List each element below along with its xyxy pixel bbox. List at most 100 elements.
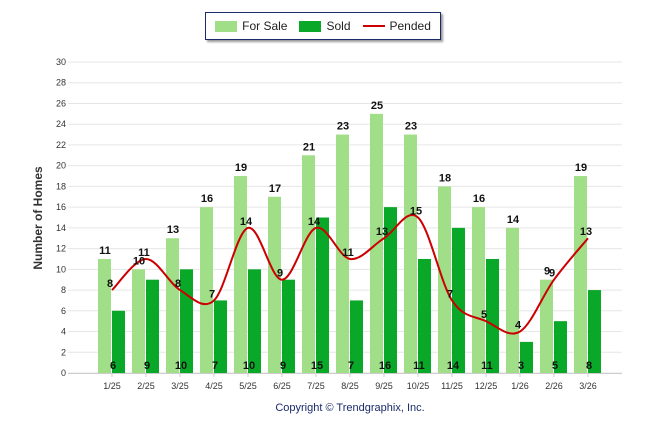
data-label-sold: 9 (280, 360, 286, 372)
bar-sold (180, 269, 193, 373)
x-tick-label: 11/25 (441, 381, 463, 391)
data-label-for-sale: 13 (167, 224, 179, 236)
legend-item-sold[interactable]: Sold (299, 19, 351, 33)
data-label-pended: 14 (308, 216, 321, 228)
legend: For Sale Sold Pended (205, 12, 441, 40)
bar-sold (248, 269, 261, 373)
bar-sold (554, 321, 567, 373)
data-label-sold: 11 (413, 360, 425, 372)
y-tick-label: 24 (56, 119, 66, 129)
bar-for-sale (472, 207, 485, 373)
legend-item-pended[interactable]: Pended (362, 19, 431, 33)
x-tick-label: 7/25 (307, 381, 325, 391)
bar-sold (452, 227, 465, 373)
legend-swatch-for-sale (215, 20, 238, 32)
bar-for-sale (438, 186, 451, 373)
x-tick-label: 10/25 (407, 381, 430, 391)
data-label-for-sale: 19 (575, 162, 587, 174)
bar-sold (146, 279, 159, 373)
data-label-sold: 7 (348, 360, 354, 372)
x-tick-label: 4/25 (205, 381, 223, 391)
x-tick-label: 9/25 (375, 381, 393, 391)
data-label-for-sale: 23 (337, 121, 349, 133)
bar-for-sale (166, 238, 179, 373)
bar-sold (486, 258, 499, 373)
legend-item-for-sale[interactable]: For Sale (215, 19, 287, 33)
data-label-pended: 9 (277, 268, 283, 280)
data-label-pended: 15 (410, 206, 422, 218)
data-label-pended: 8 (107, 278, 113, 290)
y-axis-title: Number of Homes (31, 166, 45, 270)
data-label-sold: 10 (175, 360, 187, 372)
bar-for-sale (506, 227, 519, 373)
y-tick-label: 0 (61, 368, 66, 378)
data-label-sold: 8 (586, 360, 592, 372)
bar-sold (418, 258, 431, 373)
data-label-for-sale: 16 (473, 193, 485, 205)
data-label-sold: 14 (447, 360, 460, 372)
y-tick-label: 6 (61, 306, 66, 316)
data-label-pended: 11 (138, 247, 150, 259)
x-tick-label: 1/26 (511, 381, 529, 391)
y-tick-label: 8 (61, 285, 66, 295)
data-label-sold: 9 (144, 360, 150, 372)
data-label-pended: 7 (447, 288, 453, 300)
data-label-pended: 7 (209, 288, 215, 300)
x-tick-label: 2/25 (137, 381, 155, 391)
x-tick-label: 12/25 (475, 381, 498, 391)
y-tick-label: 16 (56, 202, 66, 212)
legend-label: For Sale (242, 19, 288, 33)
y-tick-label: 10 (56, 264, 66, 274)
bar-sold (384, 207, 397, 373)
y-tick-label: 28 (56, 78, 66, 88)
data-label-for-sale: 10 (133, 255, 145, 267)
data-label-for-sale: 18 (439, 172, 451, 184)
y-tick-label: 26 (56, 98, 66, 108)
bar-for-sale (98, 258, 111, 373)
bar-for-sale (234, 176, 247, 373)
data-label-pended: 13 (580, 226, 592, 238)
y-tick-label: 30 (56, 57, 66, 67)
y-tick-label: 2 (61, 347, 66, 357)
data-label-for-sale: 25 (371, 100, 383, 112)
x-tick-label: 3/25 (171, 381, 189, 391)
data-label-pended: 8 (175, 278, 181, 290)
legend-swatch-pended (362, 25, 385, 27)
data-label-for-sale: 16 (201, 193, 213, 205)
data-label-pended: 11 (342, 247, 354, 259)
y-tick-label: 18 (56, 181, 66, 191)
data-label-pended: 4 (515, 320, 522, 332)
data-label-sold: 3 (518, 360, 524, 372)
legend-swatch-sold (299, 20, 322, 32)
x-tick-label: 6/25 (273, 381, 291, 391)
bar-for-sale (574, 176, 587, 373)
x-tick-label: 2/26 (545, 381, 563, 391)
bar-sold (214, 300, 227, 373)
bar-for-sale (302, 155, 315, 373)
data-label-sold: 10 (243, 360, 255, 372)
data-label-pended: 13 (376, 226, 388, 238)
legend-label: Sold (326, 19, 351, 33)
data-label-for-sale: 14 (507, 214, 520, 226)
bar-sold (520, 341, 533, 373)
data-label-sold: 6 (110, 360, 116, 372)
data-label-pended: 14 (240, 216, 253, 228)
data-label-for-sale: 19 (235, 162, 247, 174)
data-label-for-sale: 9 (544, 266, 550, 278)
data-label-sold: 16 (379, 360, 391, 372)
bar-sold (112, 310, 125, 373)
data-label-sold: 11 (481, 360, 493, 372)
copyright: Copyright © Trendgraphix, Inc. (275, 402, 425, 414)
data-label-for-sale: 17 (269, 183, 281, 195)
bar-for-sale (132, 269, 145, 373)
line-pended (111, 214, 589, 335)
legend-label: Pended (389, 19, 431, 33)
y-tick-label: 20 (56, 161, 66, 171)
x-tick-label: 1/25 (103, 381, 121, 391)
y-tick-label: 22 (56, 140, 66, 150)
y-tick-label: 14 (56, 223, 66, 233)
y-tick-label: 4 (61, 327, 66, 337)
bar-for-sale (268, 196, 281, 373)
data-label-sold: 15 (311, 360, 323, 372)
bar-for-sale (540, 279, 553, 373)
